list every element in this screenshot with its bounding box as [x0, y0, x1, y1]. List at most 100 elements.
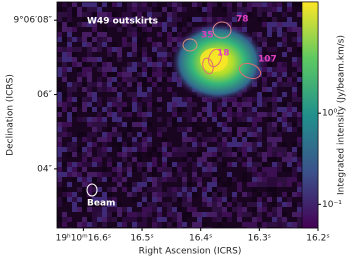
map-pixel [252, 182, 257, 187]
map-pixel [287, 22, 292, 27]
map-pixel [142, 32, 147, 37]
map-pixel [92, 117, 97, 122]
map-pixel [242, 207, 247, 212]
map-pixel [107, 67, 112, 72]
map-pixel [207, 7, 212, 12]
map-pixel [167, 22, 172, 27]
map-pixel [142, 47, 147, 52]
map-pixel [252, 132, 257, 137]
map-pixel [172, 77, 177, 82]
annotation: 35 [201, 31, 214, 41]
map-pixel [97, 112, 102, 117]
map-pixel [157, 7, 162, 12]
map-pixel [197, 182, 202, 187]
map-pixel [72, 57, 77, 62]
map-pixel [292, 87, 297, 92]
map-pixel [157, 217, 162, 222]
map-pixel [252, 172, 257, 177]
map-pixel [297, 37, 302, 42]
map-pixel [132, 77, 137, 82]
map-pixel [257, 97, 262, 102]
map-pixel [97, 37, 102, 42]
map-pixel [222, 127, 227, 132]
map-pixel [217, 187, 222, 192]
map-pixel [177, 222, 182, 227]
map-pixel [72, 47, 77, 52]
map-pixel [172, 117, 177, 122]
map-pixel [252, 2, 257, 7]
map-pixel [87, 67, 92, 72]
map-pixel [262, 152, 267, 157]
map-pixel [62, 197, 67, 202]
map-pixel [122, 107, 127, 112]
map-pixel [107, 22, 112, 27]
map-pixel [67, 17, 72, 22]
map-pixel [157, 177, 162, 182]
map-pixel [147, 107, 152, 112]
map-pixel [297, 202, 302, 207]
map-pixel [192, 177, 197, 182]
map-pixel [107, 102, 112, 107]
map-pixel [262, 192, 267, 197]
map-pixel [152, 72, 157, 77]
map-pixel [132, 92, 137, 97]
map-pixel [242, 137, 247, 142]
map-pixel [282, 32, 287, 37]
map-pixel [207, 12, 212, 17]
map-pixel [172, 97, 177, 102]
map-pixel [117, 82, 122, 87]
map-pixel [237, 7, 242, 12]
map-pixel [172, 22, 177, 27]
map-pixel [72, 27, 77, 32]
map-pixel [212, 137, 217, 142]
map-pixel [92, 227, 97, 228]
contours [86, 21, 262, 197]
map-pixel [157, 222, 162, 227]
map-pixel [137, 102, 142, 107]
map-pixel [272, 72, 277, 77]
map-pixel [222, 112, 227, 117]
map-pixel [82, 157, 87, 162]
map-pixel [137, 162, 142, 167]
map-pixel [147, 27, 152, 32]
map-pixel [167, 32, 172, 37]
x-tick-label: 19ʰ10ᵐ16.6ˢ [56, 234, 112, 244]
map-pixel [167, 17, 172, 22]
map-pixel [172, 7, 177, 12]
map-pixel [162, 217, 167, 222]
map-pixel [157, 147, 162, 152]
map-pixel [202, 197, 207, 202]
map-pixel [117, 167, 122, 172]
map-pixel [157, 97, 162, 102]
map-pixel [87, 47, 92, 52]
map-pixel [267, 7, 272, 12]
map-pixel [137, 17, 142, 22]
map-pixel [137, 157, 142, 162]
map-pixel [297, 167, 302, 172]
map-pixel [272, 27, 277, 32]
map-pixel [217, 142, 222, 147]
map-pixel [87, 32, 92, 37]
map-pixel [162, 22, 167, 27]
map-pixel [92, 162, 97, 167]
map-pixel [82, 67, 87, 72]
map-pixel [157, 87, 162, 92]
map-pixel [147, 57, 152, 62]
map-pixel [187, 102, 192, 107]
map-pixel [112, 12, 117, 17]
map-pixel [177, 192, 182, 197]
map-pixel [92, 197, 97, 202]
map-pixel [62, 172, 67, 177]
map-pixel [252, 222, 257, 227]
map-pixel [57, 132, 62, 137]
map-pixel [252, 162, 257, 167]
map-pixel [117, 47, 122, 52]
map-pixel [57, 167, 62, 172]
map-pixel [277, 162, 282, 167]
map-pixel [267, 92, 272, 97]
map-pixel [292, 142, 297, 147]
map-pixel [297, 12, 302, 17]
map-pixel [297, 162, 302, 167]
map-pixel [237, 142, 242, 147]
map-pixel [112, 107, 117, 112]
